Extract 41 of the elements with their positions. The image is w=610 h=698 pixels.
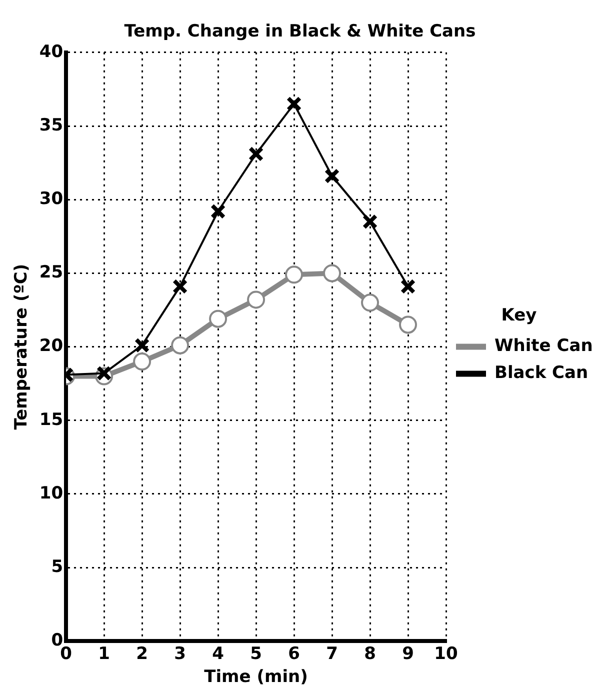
y-tick-label: 10 bbox=[39, 483, 64, 504]
point bbox=[323, 264, 342, 282]
x-tick-label: 8 bbox=[364, 644, 376, 664]
point bbox=[324, 168, 340, 184]
y-tick-label: 5 bbox=[51, 557, 64, 578]
point bbox=[96, 366, 112, 381]
x-tick-label: 9 bbox=[402, 644, 414, 664]
y-tick-label: 25 bbox=[39, 262, 64, 283]
point bbox=[133, 352, 152, 371]
legend-title: Key bbox=[501, 306, 537, 326]
point bbox=[134, 338, 150, 353]
x-tick-label: 5 bbox=[250, 644, 262, 664]
y-tick-label: 15 bbox=[39, 410, 64, 430]
point bbox=[286, 96, 302, 112]
y-tick-label: 20 bbox=[39, 336, 64, 356]
x-axis-title: Time (min) bbox=[204, 667, 308, 688]
point bbox=[172, 278, 188, 294]
x-tick-label: 4 bbox=[212, 644, 224, 664]
y-axis-title: Temperature (ºC) bbox=[12, 264, 32, 430]
point bbox=[362, 214, 378, 230]
x-tick-label: 6 bbox=[288, 644, 300, 664]
x-tick-label: 3 bbox=[174, 644, 186, 664]
point bbox=[248, 146, 264, 162]
x-tick-label: 1 bbox=[98, 644, 110, 664]
y-tick-label: 40 bbox=[39, 42, 64, 62]
point bbox=[247, 290, 266, 309]
point bbox=[210, 204, 226, 220]
legend-label: White Can bbox=[494, 336, 593, 356]
point bbox=[399, 316, 418, 334]
point bbox=[171, 336, 190, 354]
x-tick-label: 7 bbox=[326, 644, 338, 664]
legend-label: Black Can bbox=[494, 363, 588, 384]
x-tick-label: 10 bbox=[434, 644, 458, 664]
x-tick-label: 2 bbox=[136, 644, 148, 664]
y-tick-label: 35 bbox=[39, 115, 64, 136]
point bbox=[361, 294, 380, 312]
y-tick-label: 30 bbox=[39, 189, 64, 210]
point bbox=[285, 266, 304, 284]
chart-title: Temp. Change in Black & White Cans bbox=[124, 22, 476, 42]
point bbox=[209, 310, 228, 328]
point bbox=[400, 278, 416, 294]
